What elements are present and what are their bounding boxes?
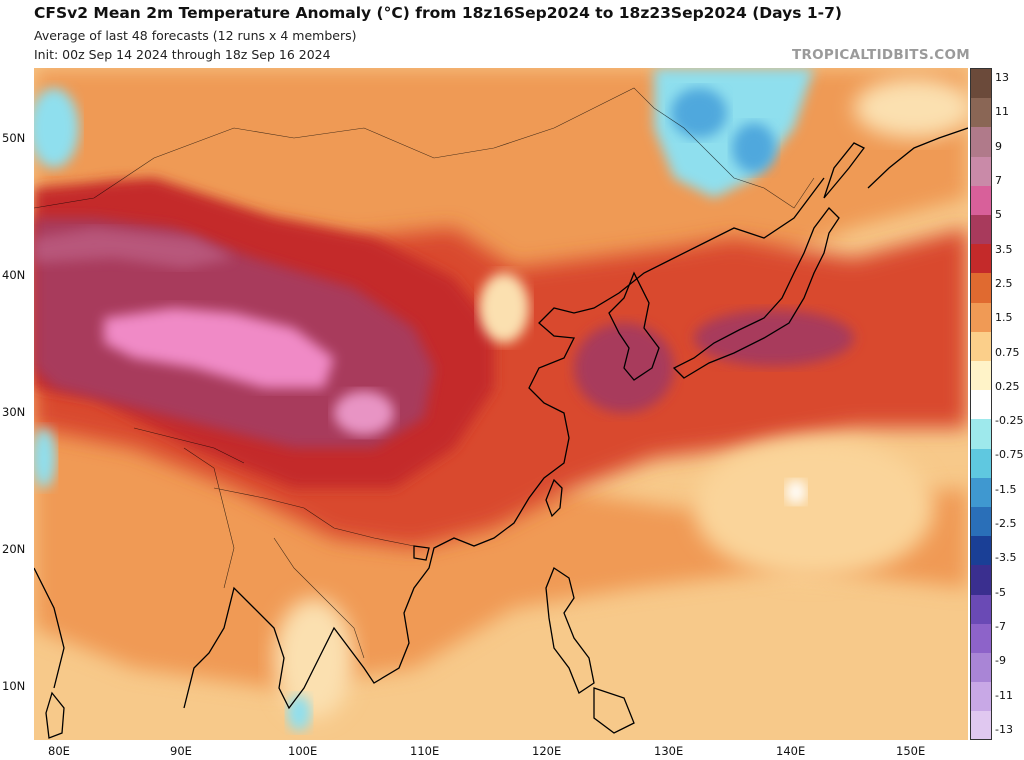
lat-label-20n: 20N: [2, 542, 26, 556]
lon-label-80e: 80E: [48, 744, 70, 758]
pacific-islands-line: [867, 127, 968, 189]
cyan-negative-andaman: [287, 695, 311, 731]
colorbar-label: -11: [995, 688, 1013, 702]
lat-label-50n: 50N: [2, 131, 26, 145]
colorbar-label: -3.5: [995, 551, 1017, 565]
colorbar-swatch: [971, 98, 991, 128]
colorbar-swatch: [971, 215, 991, 245]
colorbar-label: 3.5: [995, 242, 1013, 256]
blue-negative-spot-2: [732, 123, 776, 173]
colorbar: [970, 68, 992, 740]
colorbar-swatch: [971, 331, 991, 362]
tan-pacific-region: [694, 438, 934, 578]
pink-max-plateau: [104, 308, 334, 388]
cyan-negative-west: [34, 88, 79, 168]
site-credit[interactable]: TROPICALTIDBITS.COM: [791, 47, 970, 63]
colorbar-swatch: [971, 448, 991, 478]
colorbar-swatch: [971, 653, 991, 683]
colorbar-swatch: [971, 244, 991, 274]
mainland-coast: [183, 177, 825, 710]
light-patch-far-east: [854, 78, 968, 138]
colorbar-swatch: [971, 507, 991, 537]
mindanao-outline: [593, 687, 635, 734]
colorbar-swatch: [971, 156, 991, 186]
sri-lanka-outline: [45, 691, 65, 739]
anomaly-field: [34, 68, 968, 740]
lon-label-150e: 150E: [896, 744, 926, 758]
colorbar-label: -7: [995, 620, 1006, 634]
init-subtitle: Init: 00z Sep 14 2024 through 18z Sep 16…: [34, 47, 331, 62]
colorbar-label: 13: [995, 71, 1009, 84]
colorbar-label: 2.5: [995, 276, 1013, 290]
colorbar-label: -5: [995, 585, 1006, 599]
colorbar-swatch: [971, 273, 991, 303]
map-title: CFSv2 Mean 2m Temperature Anomaly (°C) f…: [34, 4, 842, 22]
colorbar-swatch: [971, 302, 991, 332]
colorbar-swatch: [971, 69, 991, 99]
hainan-outline: [413, 545, 430, 561]
himalaya-border: [133, 427, 245, 464]
lat-label-30n: 30N: [2, 405, 26, 419]
colorbar-swatch: [971, 361, 991, 391]
southern-china-border: [213, 487, 415, 547]
lat-label-10n: 10N: [2, 679, 26, 693]
colorbar-label: 7: [995, 173, 1002, 187]
colorbar-label: 11: [995, 105, 1009, 119]
japan-outline: [672, 207, 840, 379]
korea-outline: [608, 271, 660, 381]
coastlines: [34, 127, 968, 739]
colorbar-label: -2.5: [995, 517, 1017, 531]
colorbar-swatch: [971, 127, 991, 157]
colorbar-swatch: [971, 682, 991, 712]
colorbar-label: -13: [995, 723, 1013, 736]
pink-west-band: [34, 228, 234, 268]
northern-border: [34, 87, 815, 209]
india-coast: [34, 567, 65, 689]
colorbar-label: 9: [995, 139, 1002, 153]
lon-label-100e: 100E: [288, 744, 318, 758]
lat-label-40n: 40N: [2, 268, 26, 282]
colorbar-swatch: [971, 419, 991, 449]
colorbar-label: 0.25: [995, 379, 1020, 393]
colorbar-swatch: [971, 623, 991, 654]
colorbar-label: 0.75: [995, 345, 1020, 359]
colorbar-swatch: [971, 711, 991, 739]
colorbar-label: -0.25: [995, 414, 1024, 428]
hokkaido-outline: [823, 142, 865, 199]
forecast-subtitle: Average of last 48 forecasts (12 runs x …: [34, 28, 357, 43]
colorbar-label: 5: [995, 208, 1002, 222]
white-spot-pacific: [786, 480, 806, 504]
lon-label-130e: 130E: [654, 744, 684, 758]
colorbar-label: -0.75: [995, 448, 1024, 462]
lon-label-90e: 90E: [170, 744, 192, 758]
lon-label-120e: 120E: [532, 744, 562, 758]
lon-label-110e: 110E: [410, 744, 440, 758]
colorbar-swatch: [971, 536, 991, 566]
colorbar-swatch: [971, 565, 991, 595]
pink-sichuan-spot: [334, 391, 394, 435]
colorbar-label: -9: [995, 654, 1006, 668]
colorbar-label: -1.5: [995, 482, 1017, 496]
temperature-anomaly-map: [34, 68, 968, 740]
colorbar-swatch: [971, 390, 991, 420]
colorbar-swatch: [971, 185, 991, 216]
laos-vietnam-border: [273, 537, 365, 659]
colorbar-label: 1.5: [995, 311, 1013, 325]
myanmar-border: [183, 447, 235, 589]
lon-label-140e: 140E: [776, 744, 806, 758]
maroon-japan: [694, 310, 854, 366]
cyan-negative-india: [34, 428, 56, 488]
colorbar-swatch: [971, 477, 991, 508]
light-patch-north-china: [479, 273, 529, 343]
colorbar-swatch: [971, 594, 991, 624]
blue-negative-spot-1: [671, 88, 727, 138]
country-borders: [34, 87, 815, 659]
luzon-outline: [545, 567, 595, 694]
taiwan-outline: [545, 478, 563, 518]
